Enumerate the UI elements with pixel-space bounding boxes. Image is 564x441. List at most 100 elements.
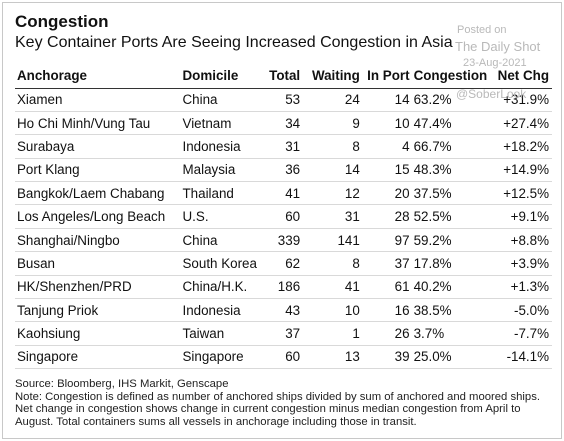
cell-domicile: China [182,88,265,112]
cell-congestion: 47.4% [409,111,488,136]
cell-waiting: 8 [300,134,360,159]
cell-anchorage: HK/Shenzhen/PRD [15,275,183,300]
table-row: Xiamen China 53 24 14 63.2% +31.9% [15,88,552,112]
cell-net-chg: +18.2% [487,134,552,159]
cell-domicile: Vietnam [182,111,265,136]
cell-congestion: 3.7% [409,321,488,346]
cell-waiting: 1 [300,321,360,346]
cell-anchorage: Tanjung Priok [15,298,183,323]
cell-congestion: 59.2% [409,228,488,253]
table-row: Busan South Korea 62 8 37 17.8% +3.9% [15,251,552,276]
table-row: Shanghai/Ningbo China 339 141 97 59.2% +8.8% [15,228,552,253]
cell-waiting: 12 [300,181,360,206]
footnote-note: Note: Congestion is defined as number of… [15,390,540,428]
table-row: Tanjung Priok Indonesia 43 10 16 38.5% -5.0% [15,298,552,323]
cell-net-chg: -5.0% [487,298,552,323]
header-total: Total [264,64,301,89]
cell-anchorage: Port Klang [15,158,183,183]
cell-domicile: China [182,228,265,253]
cell-congestion: 63.2% [409,88,488,112]
cell-domicile: U.S. [182,204,265,229]
congestion-table: Anchorage Domicile Total Waiting In Port… [15,64,552,370]
cell-domicile: Indonesia [182,134,265,159]
cell-domicile: Malaysia [182,158,265,183]
watermark-handle: @SoberLook [456,87,527,101]
cell-net-chg: +14.9% [487,158,552,183]
cell-net-chg: +3.9% [487,251,552,276]
cell-net-chg: -7.7% [487,321,552,346]
cell-congestion: 52.5% [409,204,488,229]
table-row: Surabaya Indonesia 31 8 4 66.7% +18.2% [15,134,552,159]
cell-total: 37 [264,321,301,346]
cell-anchorage: Xiamen [15,88,183,112]
cell-waiting: 10 [300,298,360,323]
cell-net-chg: +9.1% [487,204,552,229]
cell-net-chg: +12.5% [487,181,552,206]
cell-total: 60 [264,345,301,370]
cell-congestion: 40.2% [409,275,488,300]
cell-waiting: 13 [300,345,360,370]
footnote: Source: Bloomberg, IHS Markit, Genscape … [15,378,555,428]
cell-waiting: 9 [300,111,360,136]
table-row: Los Angeles/Long Beach U.S. 60 31 28 52.5% +9.… [15,204,552,229]
cell-in-port: 16 [359,298,410,323]
cell-in-port: 15 [359,158,410,183]
table-header-row: Anchorage Domicile Total Waiting In Port… [15,64,552,89]
cell-total: 62 [264,251,301,276]
table-row: Ho Chi Minh/Vung Tau Vietnam 34 9 10 47.4% +27… [15,111,552,136]
header-domicile: Domicile [182,64,265,89]
cell-congestion: 17.8% [409,251,488,276]
cell-total: 60 [264,204,301,229]
header-in-port: In Port [359,64,410,89]
cell-total: 53 [264,88,301,112]
cell-congestion: 25.0% [409,345,488,370]
cell-net-chg: +8.8% [487,228,552,253]
page-subtitle: Key Container Ports Are Seeing Increased… [15,34,453,51]
cell-in-port: 20 [359,181,410,206]
header-net-chg: Net Chg [487,64,552,89]
cell-waiting: 24 [300,88,360,112]
page-title: Congestion [15,12,109,31]
cell-total: 339 [264,228,301,253]
cell-in-port: 61 [359,275,410,300]
cell-net-chg: +27.4% [487,111,552,136]
cell-net-chg: +1.3% [487,275,552,300]
cell-waiting: 41 [300,275,360,300]
table-body: Xiamen China 53 24 14 63.2% +31.9% Ho Chi Minh/… [15,88,552,370]
header-waiting: Waiting [300,64,360,89]
table-row: Kaohsiung Taiwan 37 1 26 3.7% -7.7% [15,321,552,346]
cell-waiting: 141 [300,228,360,253]
cell-in-port: 4 [359,134,410,159]
table-row: HK/Shenzhen/PRD China/H.K. 186 41 61 40.2% +1.… [15,275,552,300]
table-row: Singapore Singapore 60 13 39 25.0% -14.1% [15,345,552,370]
cell-total: 43 [264,298,301,323]
cell-domicile: Singapore [182,345,265,370]
cell-anchorage: Bangkok/Laem Chabang [15,181,183,206]
cell-total: 34 [264,111,301,136]
cell-anchorage: Ho Chi Minh/Vung Tau [15,111,183,136]
footnote-source: Source: Bloomberg, IHS Markit, Genscape [15,378,229,390]
header-congestion: Congestion [409,64,488,89]
cell-anchorage: Los Angeles/Long Beach [15,204,183,229]
cell-in-port: 10 [359,111,410,136]
cell-total: 36 [264,158,301,183]
cell-anchorage: Shanghai/Ningbo [15,228,183,253]
cell-in-port: 28 [359,204,410,229]
header-anchorage: Anchorage [15,64,183,89]
cell-total: 186 [264,275,301,300]
table-row: Port Klang Malaysia 36 14 15 48.3% +14.9% [15,158,552,183]
cell-waiting: 8 [300,251,360,276]
cell-domicile: South Korea [182,251,265,276]
cell-domicile: Thailand [182,181,265,206]
cell-total: 31 [264,134,301,159]
cell-anchorage: Singapore [15,345,183,370]
cell-congestion: 48.3% [409,158,488,183]
cell-congestion: 66.7% [409,134,488,159]
cell-in-port: 97 [359,228,410,253]
cell-congestion: 37.5% [409,181,488,206]
cell-congestion: 38.5% [409,298,488,323]
cell-total: 41 [264,181,301,206]
cell-in-port: 37 [359,251,410,276]
cell-anchorage: Busan [15,251,183,276]
